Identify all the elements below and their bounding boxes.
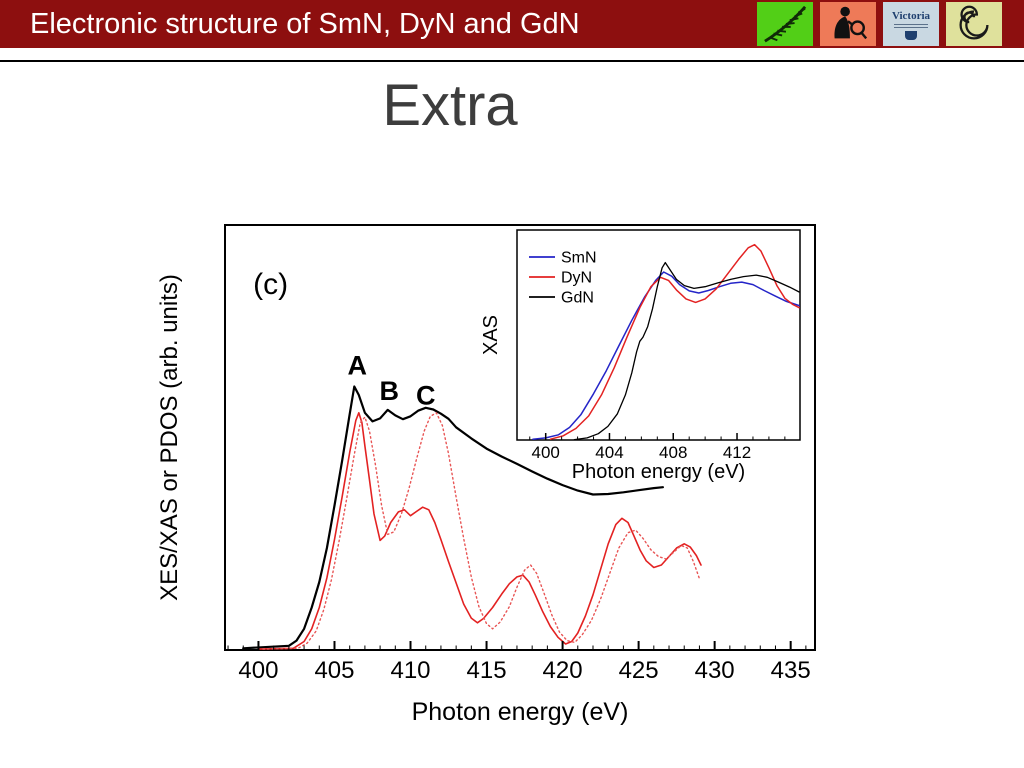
victoria-subtext-line <box>894 23 928 25</box>
researcher-magnifier-logo <box>820 2 876 46</box>
inset-ylabel: XAS <box>480 315 502 355</box>
inset-x-ticks <box>529 433 786 440</box>
main-x-tick-labels: 400 405 410 415 420 425 430 435 <box>238 657 810 684</box>
inset-series-dyn-red <box>549 243 800 440</box>
koru-spiral-icon <box>959 5 989 40</box>
inset-x-tick-label: 412 <box>723 443 751 462</box>
inset-x-tick-labels: 400 404 408 412 <box>532 443 752 462</box>
inset-series-smn-blue <box>532 271 800 440</box>
x-tick-label: 405 <box>314 657 354 684</box>
inset-x-tick-label: 404 <box>595 443 623 462</box>
series-pdos-red-dotted <box>262 412 701 650</box>
inset-xlabel: Photon energy (eV) <box>572 461 745 483</box>
x-tick-label: 430 <box>695 657 735 684</box>
person-magnifier-icon <box>834 6 868 40</box>
fern-icon <box>764 5 807 43</box>
inset-series-group <box>532 243 800 440</box>
victoria-university-logo: Victoria <box>883 2 939 46</box>
x-tick-label: 410 <box>390 657 430 684</box>
legend-label-GdN: GdN <box>561 290 594 307</box>
main-x-ticks <box>227 641 807 650</box>
inset-x-tick-label: 400 <box>532 443 560 462</box>
victoria-wordmark: Victoria <box>891 9 931 22</box>
x-tick-label: 420 <box>543 657 583 684</box>
x-tick-label: 400 <box>238 657 278 684</box>
inset-legend: SmN DyN GdN <box>529 250 597 307</box>
x-tick-label: 435 <box>771 657 811 684</box>
annotation-c: (c) <box>253 268 288 301</box>
legend-label-SmN: SmN <box>561 250 597 267</box>
peak-annotations: (c) AB C <box>253 268 435 411</box>
slide-header-title: Electronic structure of SmN, DyN and GdN <box>30 7 580 40</box>
slide-title: Extra <box>382 73 518 138</box>
annotation-C: C <box>416 380 436 410</box>
annotation-B: B <box>379 376 399 406</box>
inset-frame <box>516 229 801 441</box>
header-divider <box>0 60 1024 62</box>
x-tick-label: 415 <box>467 657 507 684</box>
annotation-A: A <box>348 351 368 381</box>
x-tick-label: 425 <box>619 657 659 684</box>
inset-series-gdn-black <box>573 261 800 440</box>
koru-logo <box>946 2 1002 46</box>
logo-strip: Victoria <box>757 2 1002 46</box>
main-xlabel: Photon energy (eV) <box>412 698 629 726</box>
nz-fern-logo <box>757 2 813 46</box>
main-ylabel: XES/XAS or PDOS (arb. units) <box>156 274 183 601</box>
legend-label-DyN: DyN <box>561 270 592 287</box>
series-xas-black <box>242 385 664 650</box>
inset-x-tick-label: 408 <box>659 443 687 462</box>
victoria-crest-icon <box>905 30 917 40</box>
victoria-subtext-line <box>894 26 928 28</box>
main-series-group <box>242 385 702 650</box>
